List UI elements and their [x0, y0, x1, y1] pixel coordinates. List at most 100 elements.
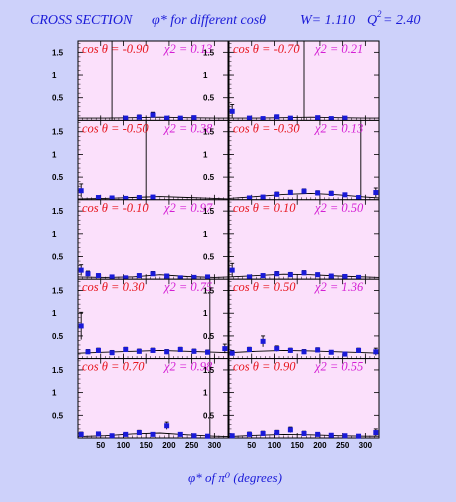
data-point: [136, 348, 142, 354]
data-point: [109, 195, 115, 201]
model-curve: [228, 349, 380, 354]
data-point: [246, 431, 252, 437]
x-tick-label: 50: [247, 441, 256, 450]
panel-frame: [77, 40, 229, 121]
data-point: [274, 430, 280, 436]
x-tick-label: 250: [336, 441, 350, 450]
data-point: [287, 272, 293, 278]
y-tick-label: 0.5: [203, 94, 215, 103]
data-point: [287, 190, 293, 196]
x-tick-label: 300: [208, 441, 222, 450]
chi2-label: χ2 = 0.75: [163, 280, 212, 294]
data-point: [328, 190, 334, 196]
data-point: [95, 347, 101, 353]
data-point: [123, 275, 129, 281]
x-tick-label: 100: [117, 441, 131, 450]
x-axis-ticks: 50 100 150 200 250 300 50 100 150 200 250 300: [96, 441, 372, 450]
data-point: [229, 433, 235, 439]
data-point: [328, 432, 334, 438]
data-point: [342, 351, 348, 357]
cos-theta-label: cos θ = -0.70: [233, 42, 300, 56]
y-tick-label: 0.5: [203, 411, 215, 420]
y-tick-label: 1: [52, 150, 57, 159]
data-point: [109, 350, 115, 356]
data-point: [164, 115, 170, 121]
panel-frame: [228, 199, 380, 280]
data-point: [85, 271, 91, 277]
data-point: [356, 347, 362, 353]
y-tick-label: 1: [203, 150, 208, 159]
data-point: [246, 347, 252, 353]
x-tick-label: 250: [185, 441, 199, 450]
data-point: [301, 270, 307, 276]
y-tick-label: 1: [52, 71, 57, 80]
data-point: [150, 194, 156, 200]
data-point: [123, 195, 129, 201]
y-tick-label: 1.5: [52, 128, 64, 137]
data-point: [205, 274, 211, 280]
title-w: W= 1.110: [300, 13, 355, 28]
model-curve: [229, 116, 379, 119]
data-point: [164, 273, 170, 279]
data-point: [136, 195, 142, 201]
cos-theta-label: cos θ = 0.70: [82, 360, 145, 374]
cos-theta-label: cos θ = 0.10: [233, 201, 296, 215]
x-tick-label: 200: [162, 441, 176, 450]
y-tick-label: 1: [52, 230, 57, 239]
panel-4: 0.5 1 1.5 cos θ = -0.30 χ2 = 0.13: [203, 119, 380, 201]
x-tick-label: 100: [268, 441, 282, 450]
chi2-label: χ2 = 0.55: [314, 360, 363, 374]
panel-1: 0.5 1 1.5 cos θ = -0.90 χ2 = 0.13: [52, 40, 229, 121]
data-point: [315, 347, 321, 353]
data-point: [109, 274, 115, 280]
data-point: [191, 115, 197, 121]
data-point: [373, 349, 379, 355]
chi2-label: χ2 = 0.38: [163, 121, 213, 135]
y-tick-label: 1.5: [203, 207, 215, 216]
data-point: [205, 349, 211, 355]
data-point: [328, 273, 334, 279]
data-point: [177, 431, 183, 437]
y-tick-label: 1.5: [203, 287, 215, 296]
data-point: [78, 323, 84, 329]
data-point: [150, 431, 156, 437]
data-point: [260, 116, 266, 122]
model-curve: [77, 349, 229, 354]
data-point: [356, 274, 362, 280]
panel-frame: [228, 358, 380, 439]
data-point: [164, 423, 170, 429]
x-tick-label: 200: [313, 441, 327, 450]
y-tick-label: 1: [203, 71, 208, 80]
data-point: [373, 190, 379, 196]
data-point: [109, 433, 115, 439]
model-curve: [228, 192, 380, 199]
panel-frame: [77, 119, 229, 201]
y-tick-label: 1: [52, 309, 57, 318]
title-q2-label: Q: [367, 13, 377, 28]
data-point: [315, 272, 321, 278]
data-point: [301, 188, 307, 194]
y-tick-label: 1.5: [52, 287, 64, 296]
data-point: [301, 349, 307, 355]
chi2-label: χ2 = 0.97: [163, 201, 213, 215]
data-point: [342, 433, 348, 439]
data-point: [78, 267, 84, 273]
x-axis-label: φ* of π⁰ (degrees): [188, 470, 282, 485]
data-point: [229, 108, 235, 114]
data-point: [136, 430, 142, 436]
data-point: [123, 115, 129, 121]
cos-theta-label: cos θ = 0.50: [233, 280, 296, 294]
y-tick-label: 1.5: [52, 207, 64, 216]
data-point: [328, 349, 334, 355]
data-point: [177, 115, 183, 121]
panel-frame: [228, 119, 380, 201]
cos-theta-label: cos θ = -0.90: [82, 42, 149, 56]
data-point: [260, 194, 266, 200]
cos-theta-label: cos θ = -0.30: [233, 121, 300, 135]
y-tick-label: 1: [52, 389, 57, 398]
data-point: [205, 433, 211, 439]
data-point: [287, 427, 293, 433]
data-point: [274, 191, 280, 197]
y-tick-label: 0.5: [203, 332, 215, 341]
